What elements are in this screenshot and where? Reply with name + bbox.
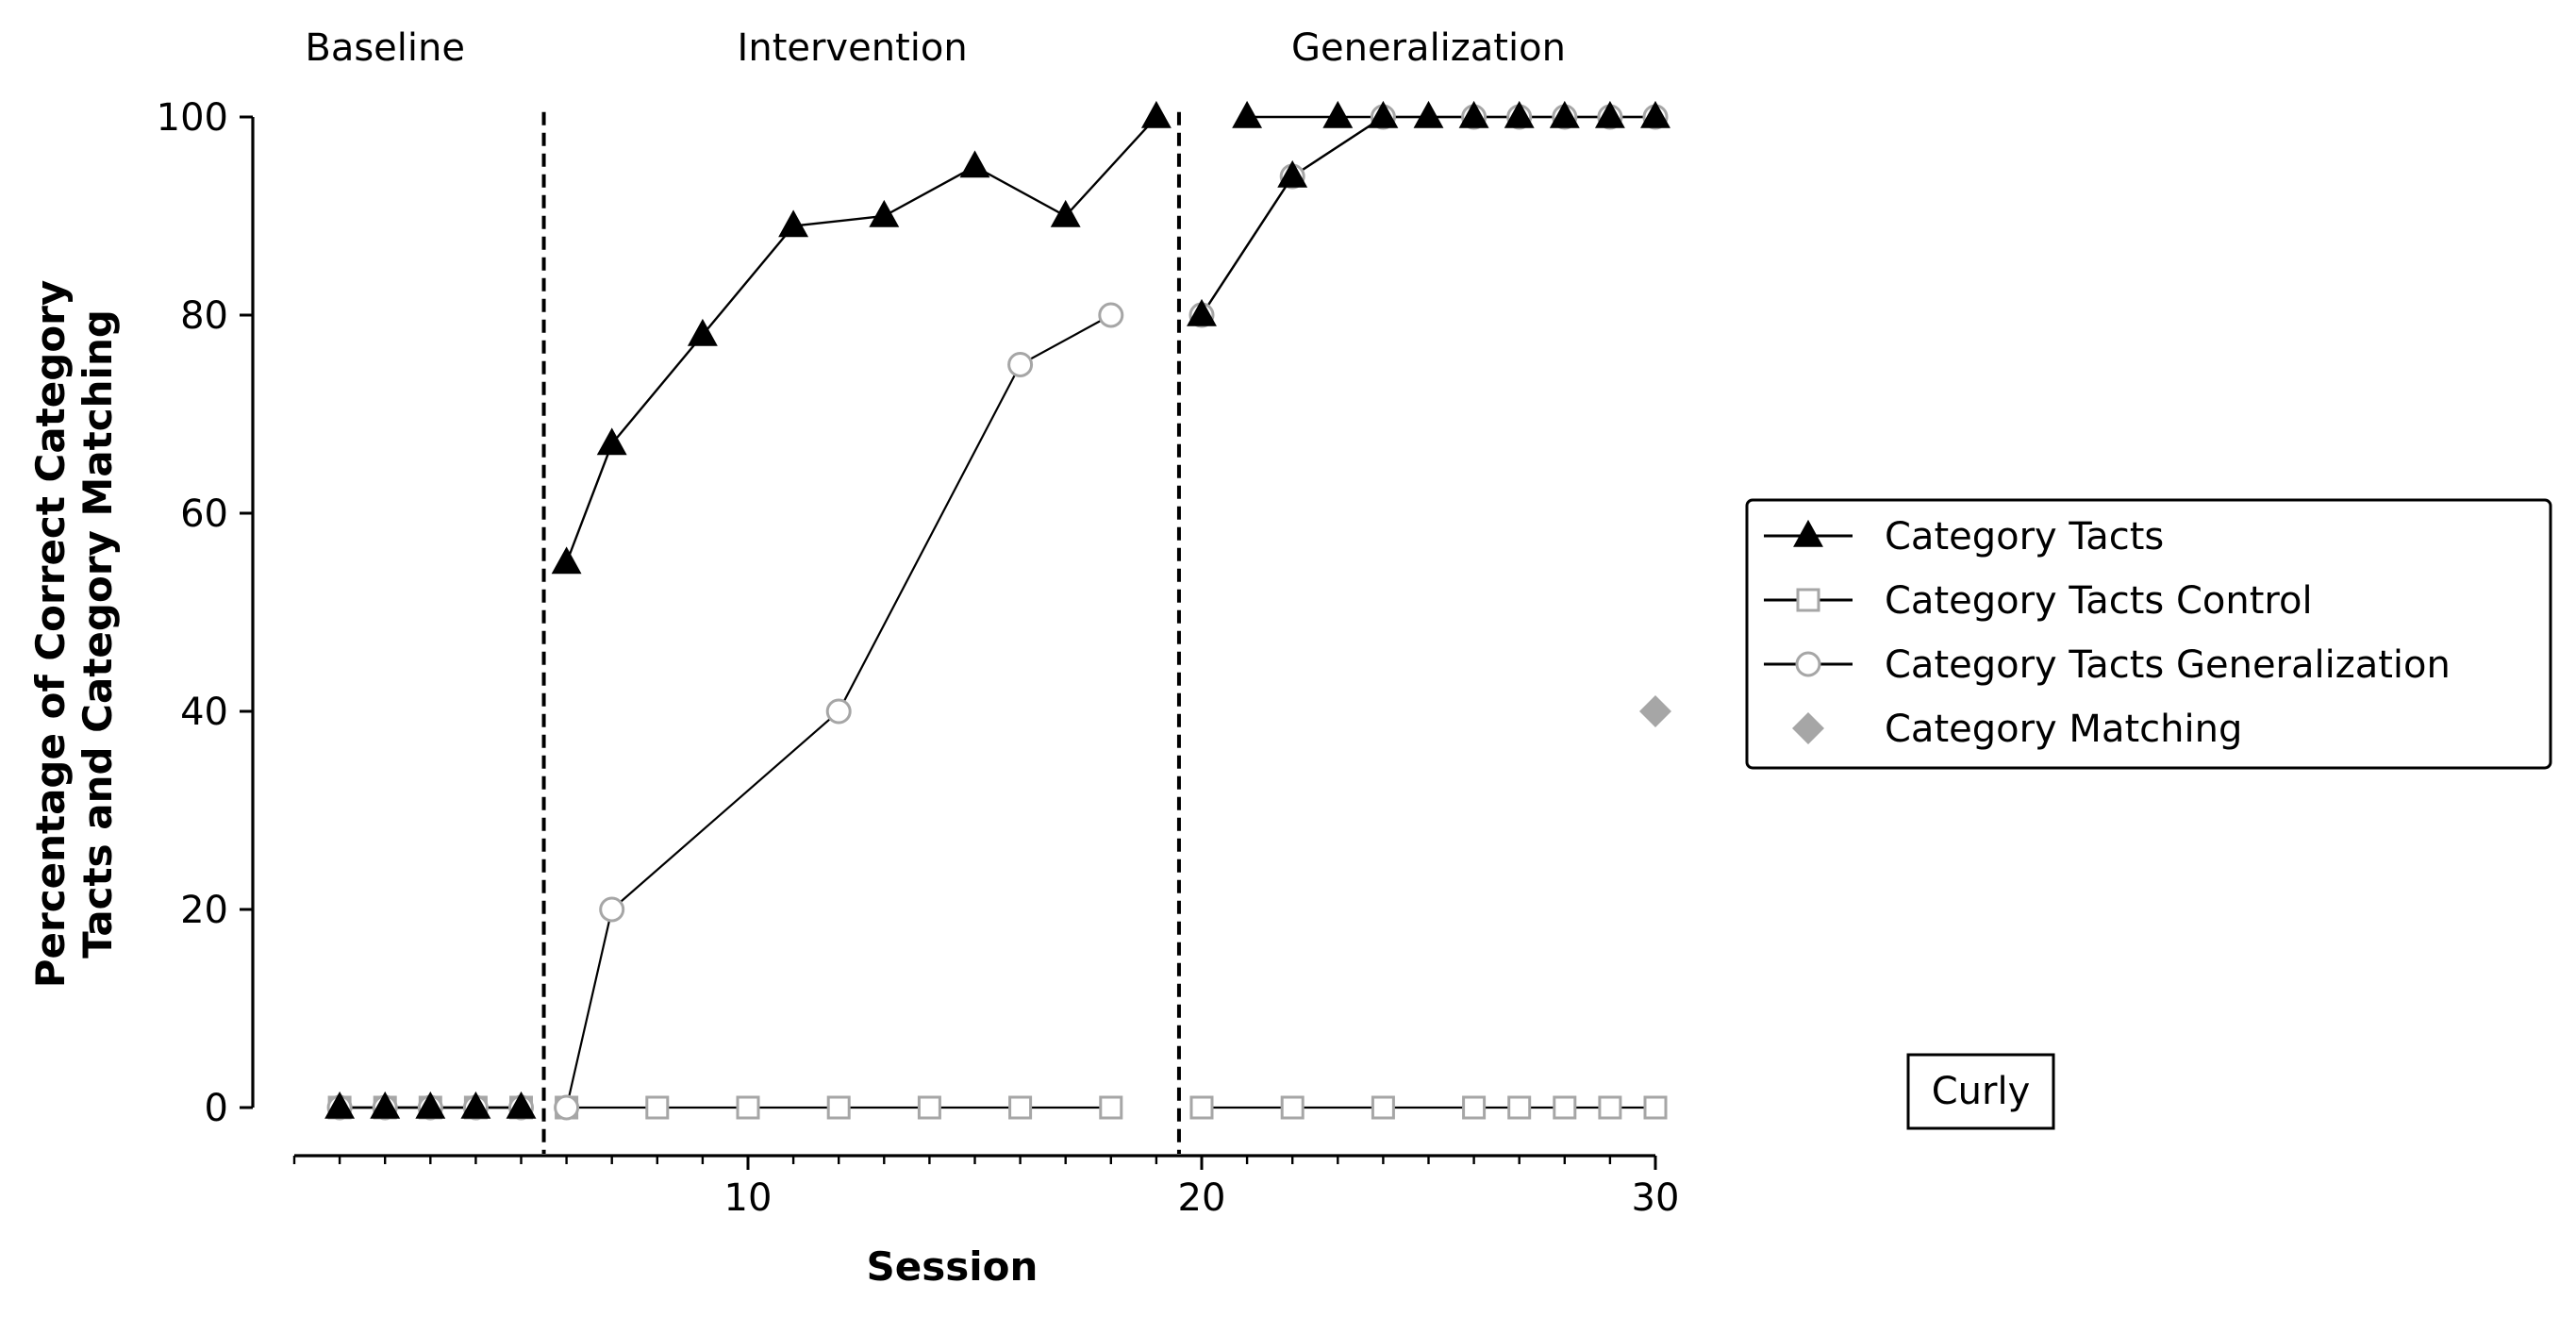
data-point [324,1091,356,1119]
y-axis-title: Percentage of Correct Category Tacts and … [27,280,121,989]
data-point [551,546,582,575]
legend-entry: Category Tacts [1764,515,2164,558]
legend-marker [1793,519,1823,547]
phase-label: Baseline [305,26,465,70]
y-axis-title-line-1: Percentage of Correct Category [27,280,74,989]
legend-marker [1792,712,1824,744]
data-point [1099,1095,1123,1120]
data-point [1640,100,1670,128]
participant-label: Curly [1932,1070,2031,1113]
y-axis-title-line-2: Tacts and Category Matching [75,309,121,959]
series-triangle [340,115,1655,1109]
legend-marker [1796,588,1820,612]
legend-entry: Category Tacts Generalization [1764,643,2451,687]
data-point [1549,100,1580,128]
x-tick-label: 20 [1178,1176,1226,1220]
series-line [1200,115,1385,316]
phase-label: Generalization [1291,26,1566,70]
data-point [959,150,990,178]
data-point [460,1091,491,1119]
legend-label: Category Matching [1885,708,2242,751]
data-point [1639,695,1671,727]
series-layer [324,100,1671,1121]
labels: Session Percentage of Correct Category Tac… [27,26,2055,1290]
phase-label: Intervention [738,26,968,70]
series-circle [340,115,1655,1109]
data-point [736,1095,760,1120]
data-point [826,1095,851,1120]
data-point [1553,1095,1577,1120]
legend-entry: Category Matching [1792,708,2242,751]
legend-label: Category Tacts Generalization [1885,643,2451,687]
y-tick-label: 60 [180,492,228,536]
data-point [1140,100,1172,128]
participant-box [1906,1053,2055,1130]
y-tick-label: 80 [180,294,228,338]
data-point [1189,1095,1214,1120]
data-point [1280,1095,1305,1120]
data-point [1371,1095,1395,1120]
legend: Category Tacts Category Tacts Control Cate… [1745,498,2552,770]
y-tick-label: 40 [180,691,228,734]
series-line [1201,115,1655,316]
legend-box [1745,498,2552,770]
data-point [869,199,900,227]
series-markers-circle [326,104,1669,1121]
data-point [1277,159,1308,188]
data-point [596,427,627,456]
legend-marker [1795,651,1821,677]
data-point [1322,100,1354,128]
data-point [1643,1095,1668,1120]
data-point [1098,302,1124,328]
x-tick-label: 30 [1632,1176,1680,1220]
axes: 0 20 40 60 80 100 10 20 30 [157,96,1680,1220]
data-point [370,1091,401,1119]
x-axis-title: Session [867,1243,1039,1290]
data-point [1007,352,1034,377]
y-tick-label: 100 [157,96,228,140]
data-point [554,1094,580,1121]
legend-label: Category Tacts [1885,515,2164,558]
data-point [1598,1095,1622,1120]
series-markers-diamond [1639,695,1671,727]
data-point [415,1091,446,1119]
data-point [1413,100,1444,128]
series-markers-triangle [324,100,1670,1119]
phase-lines [541,111,1181,1154]
y-tick-label: 20 [180,889,228,932]
data-point [1187,298,1217,326]
data-point [1462,1095,1487,1120]
series-line [565,116,1157,563]
data-point [1507,1095,1532,1120]
data-point [1368,100,1399,128]
data-point [506,1091,537,1119]
data-point [1504,100,1535,128]
legend-label: Category Tacts Control [1885,579,2313,623]
data-point [687,318,718,346]
data-point [645,1095,670,1120]
data-point [1232,100,1263,128]
data-point [599,896,625,923]
data-point [778,209,809,238]
data-point [1050,199,1081,227]
data-point [1458,100,1489,128]
x-tick-label: 10 [724,1176,773,1220]
data-point [1594,100,1625,128]
data-point [917,1095,941,1120]
data-point [1008,1095,1033,1120]
data-point [825,698,852,725]
legend-entry: Category Tacts Control [1764,579,2313,623]
y-tick-label: 0 [205,1087,228,1130]
